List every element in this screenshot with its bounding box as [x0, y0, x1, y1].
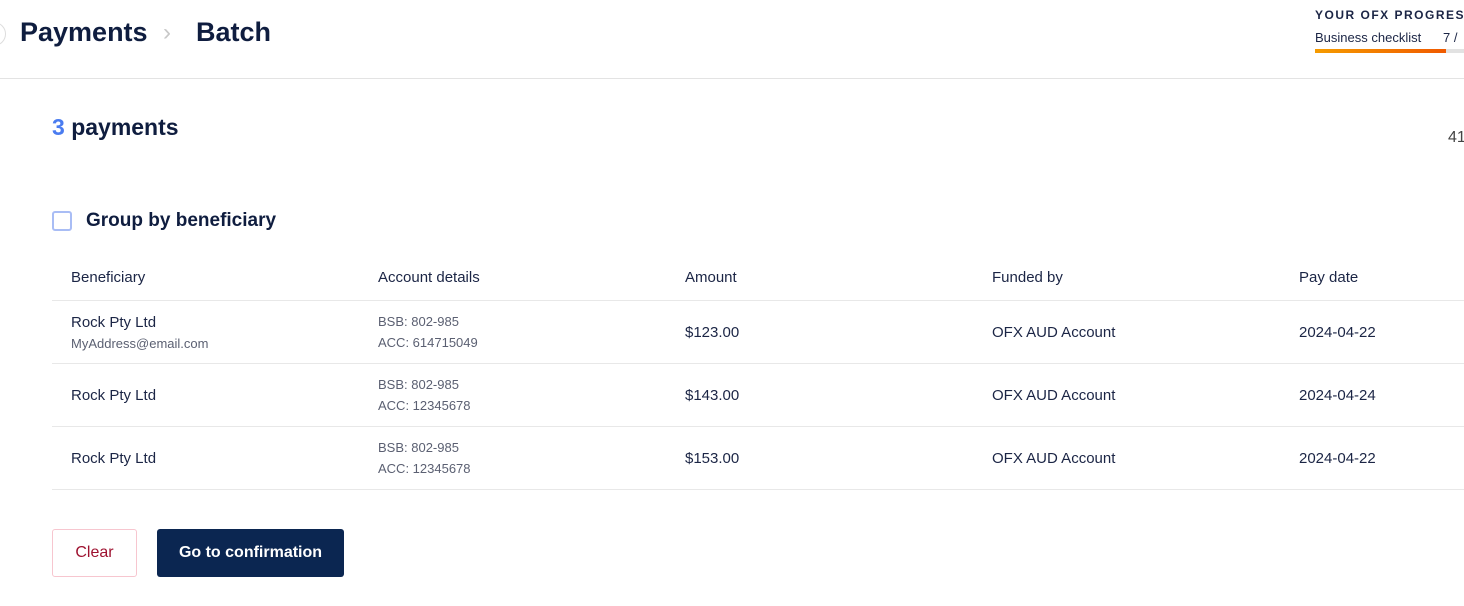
progress-label[interactable]: Business checklist	[1315, 30, 1422, 45]
progress-title: YOUR OFX PROGRESS	[1315, 8, 1464, 22]
beneficiary-name: Rock Pty Ltd	[52, 363, 359, 427]
payments-count-title: 3 payments	[52, 114, 179, 141]
col-beneficiary: Beneficiary	[52, 254, 359, 301]
col-pay-date: Pay date	[1280, 254, 1464, 301]
clear-button[interactable]: Clear	[52, 529, 137, 577]
pay-date: 2024-04-22	[1280, 300, 1464, 364]
table-row[interactable]: Rock Pty Ltd MyAddress@email.com BSB: 802…	[52, 300, 1464, 364]
progress-count: 7 /	[1443, 30, 1458, 45]
chevron-right-icon: ›	[163, 19, 171, 46]
progress-fill	[1315, 49, 1447, 53]
group-label: Group by beneficiary	[86, 210, 277, 231]
funded-by: OFX AUD Account	[973, 363, 1280, 427]
pay-date: 2024-04-22	[1280, 426, 1464, 490]
bsb: BSB: 802-985	[378, 440, 459, 455]
amount: $143.00	[666, 363, 973, 427]
table-row[interactable]: Rock Pty Ltd BSB: 802-985 ACC: 12345678 $…	[52, 363, 1464, 427]
payments-label: payments	[71, 114, 179, 140]
amount: $123.00	[666, 300, 973, 364]
beneficiary-name: Rock Pty Ltd	[71, 313, 157, 331]
col-funded-by: Funded by	[973, 254, 1280, 301]
bsb: BSB: 802-985	[378, 314, 459, 329]
amount: $153.00	[666, 426, 973, 490]
funded-by: OFX AUD Account	[973, 426, 1280, 490]
progress-bar	[1315, 49, 1464, 53]
acc: ACC: 12345678	[378, 398, 471, 413]
payments-count: 3	[52, 114, 65, 140]
col-account-details: Account details	[359, 254, 666, 301]
go-to-confirmation-button[interactable]: Go to confirmation	[157, 529, 344, 577]
back-button[interactable]	[0, 22, 6, 46]
funded-by: OFX AUD Account	[973, 300, 1280, 364]
group-checkbox[interactable]	[52, 211, 72, 231]
payments-table: Beneficiary Account details Amount Funde…	[52, 254, 1464, 490]
page-header: Payments › Batch YOUR OFX PROGRESS Busin…	[0, 0, 1464, 79]
col-amount: Amount	[666, 254, 973, 301]
group-by-beneficiary[interactable]: Group by beneficiary	[52, 210, 276, 232]
bsb: BSB: 802-985	[378, 377, 459, 392]
table-row[interactable]: Rock Pty Ltd BSB: 802-985 ACC: 12345678 $…	[52, 426, 1464, 490]
acc: ACC: 614715049	[378, 335, 478, 350]
right-value: 41	[1448, 129, 1464, 146]
breadcrumb-payments[interactable]: Payments	[20, 17, 148, 47]
breadcrumb-batch: Batch	[196, 17, 272, 47]
beneficiary-name: Rock Pty Ltd	[52, 426, 359, 490]
acc: ACC: 12345678	[378, 461, 471, 476]
pay-date: 2024-04-24	[1280, 363, 1464, 427]
beneficiary-email: MyAddress@email.com	[71, 335, 209, 351]
